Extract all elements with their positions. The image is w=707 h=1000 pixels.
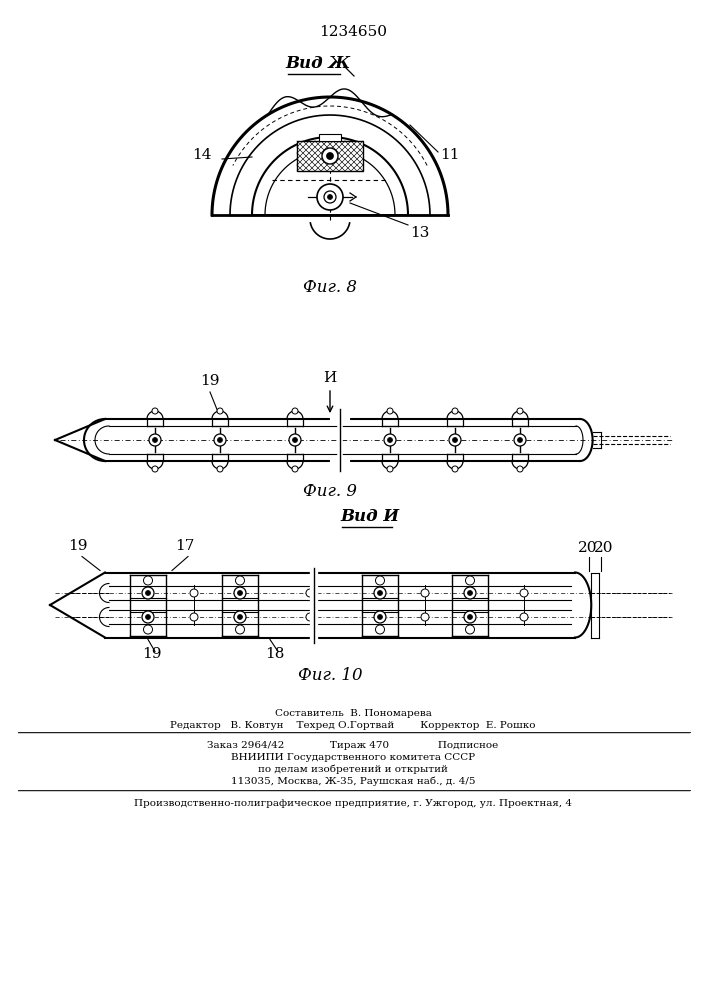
Circle shape (387, 408, 393, 414)
Circle shape (465, 625, 474, 634)
Circle shape (293, 438, 298, 442)
Circle shape (421, 589, 429, 597)
Circle shape (153, 438, 158, 442)
Circle shape (306, 613, 314, 621)
Circle shape (465, 576, 474, 585)
Text: Вид Ж: Вид Ж (286, 55, 351, 72)
Circle shape (520, 589, 528, 597)
Circle shape (327, 152, 334, 159)
Circle shape (517, 408, 523, 414)
Circle shape (235, 576, 245, 585)
Circle shape (234, 611, 246, 623)
Text: ВНИИПИ Государственного комитета СССР: ВНИИПИ Государственного комитета СССР (231, 752, 475, 762)
Circle shape (518, 438, 522, 442)
Text: Заказ 2964/42              Тираж 470               Подписное: Заказ 2964/42 Тираж 470 Подписное (207, 740, 498, 750)
Circle shape (238, 590, 243, 595)
Circle shape (292, 466, 298, 472)
Circle shape (144, 625, 153, 634)
Circle shape (152, 408, 158, 414)
Text: Редактор   В. Ковтун    Техред О.Гортвай        Корректор  Е. Рошко: Редактор В. Ковтун Техред О.Гортвай Корр… (170, 722, 536, 730)
Text: 11: 11 (440, 148, 460, 162)
Circle shape (306, 589, 314, 597)
Circle shape (144, 576, 153, 585)
Circle shape (146, 614, 151, 619)
Bar (297, 141, 363, 171)
Text: 113035, Москва, Ж-35, Раушская наб., д. 4/5: 113035, Москва, Ж-35, Раушская наб., д. … (230, 776, 475, 786)
Text: Фиг. 10: Фиг. 10 (298, 667, 362, 684)
Text: Составитель  В. Пономарева: Составитель В. Пономарева (274, 710, 431, 718)
Circle shape (217, 408, 223, 414)
Text: по делам изобретений и открытий: по делам изобретений и открытий (258, 764, 448, 774)
Text: 14: 14 (192, 148, 211, 162)
Circle shape (217, 466, 223, 472)
Circle shape (238, 614, 243, 619)
Text: 13: 13 (410, 226, 429, 240)
Bar (297, 141, 363, 171)
Circle shape (452, 466, 458, 472)
Circle shape (421, 613, 429, 621)
Circle shape (322, 148, 338, 164)
Circle shape (374, 587, 386, 599)
Circle shape (514, 434, 526, 446)
Circle shape (449, 434, 461, 446)
Circle shape (218, 438, 223, 442)
Text: 20: 20 (593, 542, 613, 556)
Circle shape (152, 466, 158, 472)
Circle shape (142, 611, 154, 623)
Text: 19: 19 (200, 374, 220, 388)
Circle shape (317, 184, 343, 210)
Text: 19: 19 (142, 647, 162, 660)
Circle shape (464, 587, 476, 599)
Circle shape (289, 434, 301, 446)
Circle shape (384, 434, 396, 446)
Text: Производственно-полиграфическое предприятие, г. Ужгород, ул. Проектная, 4: Производственно-полиграфическое предприя… (134, 800, 572, 808)
Circle shape (235, 625, 245, 634)
Text: И: И (323, 371, 337, 385)
Circle shape (520, 613, 528, 621)
Circle shape (234, 587, 246, 599)
Bar (319, 134, 341, 141)
Circle shape (387, 466, 393, 472)
Circle shape (146, 590, 151, 595)
Circle shape (452, 438, 457, 442)
Circle shape (375, 625, 385, 634)
Circle shape (190, 589, 198, 597)
Text: Фиг. 8: Фиг. 8 (303, 279, 357, 296)
Circle shape (149, 434, 161, 446)
Circle shape (374, 611, 386, 623)
Text: 19: 19 (69, 540, 88, 554)
Text: 18: 18 (265, 647, 285, 660)
Circle shape (292, 408, 298, 414)
Circle shape (378, 590, 382, 595)
Circle shape (327, 194, 332, 200)
Circle shape (467, 614, 472, 619)
Text: Вид И: Вид И (341, 508, 399, 525)
Circle shape (142, 587, 154, 599)
Text: Фиг. 9: Фиг. 9 (303, 484, 357, 500)
Text: 1234650: 1234650 (319, 25, 387, 39)
Text: 20: 20 (578, 542, 597, 556)
Circle shape (387, 438, 392, 442)
Circle shape (378, 614, 382, 619)
Circle shape (517, 466, 523, 472)
Circle shape (190, 613, 198, 621)
Circle shape (324, 191, 336, 203)
Circle shape (452, 408, 458, 414)
Circle shape (375, 576, 385, 585)
Text: 17: 17 (175, 540, 194, 554)
Circle shape (464, 611, 476, 623)
Circle shape (214, 434, 226, 446)
Circle shape (467, 590, 472, 595)
